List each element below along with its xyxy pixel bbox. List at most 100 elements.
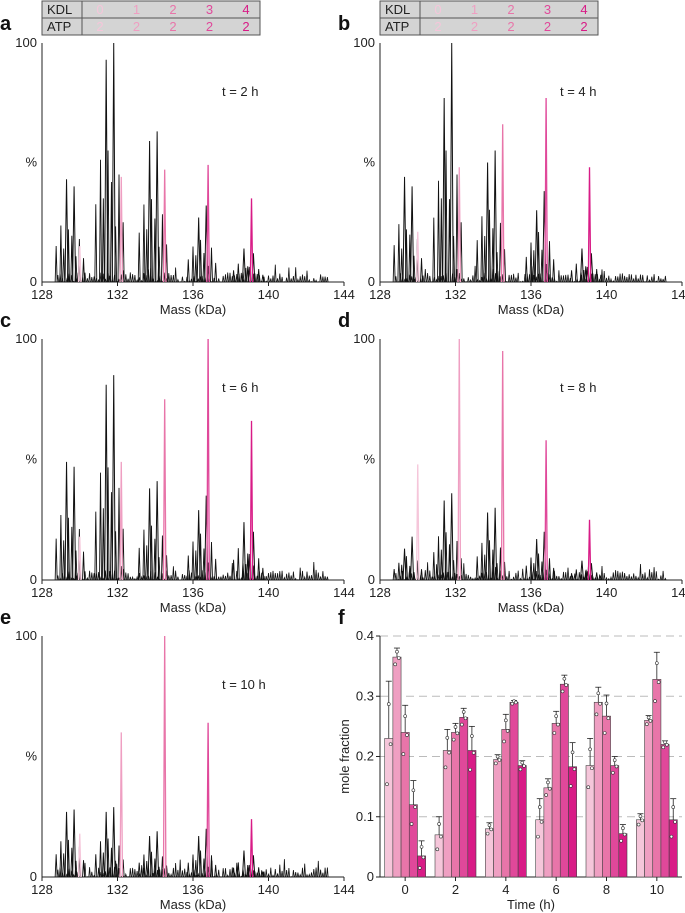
x-tick-label: 140 xyxy=(596,287,618,302)
satellite-peak xyxy=(537,553,540,581)
satellite-peak xyxy=(66,229,70,283)
y-axis-label: mole fraction xyxy=(337,719,352,793)
time-annotation: t = 6 h xyxy=(222,380,259,395)
replicate-point xyxy=(439,834,443,839)
x-tick-label: 0 xyxy=(402,882,409,897)
x-axis-label: Mass (kDa) xyxy=(160,897,226,912)
legend-value: 2 xyxy=(434,19,441,34)
x-tick-label: 128 xyxy=(31,287,53,302)
x-tick-label: 10 xyxy=(650,882,664,897)
satellite-peak xyxy=(117,174,121,283)
peak-line xyxy=(493,507,498,581)
bar-kdl-2 xyxy=(501,729,511,878)
satellite-peak xyxy=(99,159,102,283)
replicate-point xyxy=(612,758,617,762)
bar-kdl-3 xyxy=(559,683,569,878)
satellite-peak xyxy=(54,246,58,283)
satellite-peak xyxy=(194,255,198,283)
replicate-point xyxy=(435,847,440,852)
x-tick-label: 144 xyxy=(671,585,685,600)
replicate-point xyxy=(502,739,506,744)
panel-letter: e xyxy=(0,607,11,629)
satellite-peak xyxy=(432,217,436,283)
y-tick-label: % xyxy=(363,452,375,467)
satellite-peak xyxy=(101,852,105,878)
replicate-point xyxy=(640,818,645,823)
peak-species-kdl-0 xyxy=(77,246,82,283)
replicate-point xyxy=(405,733,409,737)
satellite-peak xyxy=(599,274,603,283)
satellite-peak xyxy=(145,545,149,581)
peak-line xyxy=(64,461,69,581)
peak-line xyxy=(579,248,584,283)
x-tick-label: 136 xyxy=(520,585,542,600)
replicate-point xyxy=(520,760,525,765)
peak-species-kdl-4 xyxy=(249,198,254,283)
y-tick-label: 100 xyxy=(15,35,37,50)
bar-kdl-1 xyxy=(392,656,402,878)
satellite-peak xyxy=(257,269,261,283)
peak-species-kdl-0 xyxy=(415,464,420,581)
legend-value: 1 xyxy=(133,2,140,17)
replicate-point xyxy=(636,822,641,827)
satellite-peak xyxy=(82,551,85,581)
x-tick-label: 144 xyxy=(333,882,355,897)
replicate-point xyxy=(401,752,406,756)
replicate-point xyxy=(560,689,565,694)
replicate-point xyxy=(451,737,456,742)
satellite-peak xyxy=(199,850,202,878)
satellite-peak xyxy=(397,562,401,581)
satellite-peak xyxy=(261,871,265,878)
satellite-peak xyxy=(439,198,443,283)
satellite-peak xyxy=(66,839,70,878)
x-tick-label: 6 xyxy=(553,882,560,897)
bar-kdl-4 xyxy=(417,855,426,878)
replicate-point xyxy=(514,700,518,705)
peak-species-kdl-3 xyxy=(206,338,210,581)
replicate-point xyxy=(568,784,573,788)
y-tick-label: % xyxy=(25,452,37,467)
replicate-point xyxy=(510,701,515,706)
replicate-point xyxy=(588,747,592,752)
replicate-point xyxy=(544,793,548,797)
bar-kdl-1 xyxy=(442,750,452,878)
peak-line xyxy=(449,493,454,581)
legend-value: 3 xyxy=(206,2,213,17)
legend-value: 2 xyxy=(169,19,176,34)
peak-species-kdl-1 xyxy=(119,176,124,283)
satellite-peak xyxy=(214,262,218,283)
satellite-peak xyxy=(191,854,195,878)
y-tick-label: 0.1 xyxy=(356,809,374,824)
time-annotation: t = 10 h xyxy=(222,677,266,692)
satellite-peak xyxy=(232,867,236,878)
replicate-point xyxy=(596,691,601,696)
replicate-point xyxy=(606,716,611,721)
x-tick-label: 128 xyxy=(31,882,53,897)
replicate-point xyxy=(619,839,623,843)
satellite-peak xyxy=(570,270,574,283)
peak-line xyxy=(147,140,152,283)
peak-line xyxy=(241,248,246,283)
replicate-point xyxy=(518,767,523,772)
satellite-peak xyxy=(106,467,110,581)
satellite-peak xyxy=(186,862,190,878)
satellite-peak xyxy=(480,216,484,283)
x-tick-label: 136 xyxy=(520,287,542,302)
y-tick-label: 0 xyxy=(368,274,375,289)
replicate-point xyxy=(554,714,558,718)
satellite-peak xyxy=(584,266,588,283)
x-tick-label: 128 xyxy=(369,585,391,600)
peak-line xyxy=(402,176,407,283)
replicate-point xyxy=(395,649,399,654)
satellite-peak xyxy=(475,556,479,581)
y-tick-label: 100 xyxy=(15,331,37,346)
x-tick-label: 128 xyxy=(369,287,391,302)
replicate-point xyxy=(648,719,653,723)
legend-value: 1 xyxy=(471,2,478,17)
satellite-peak xyxy=(150,199,153,283)
satellite-peak xyxy=(137,547,141,581)
y-tick-label: 0 xyxy=(30,869,37,884)
legend-value: 2 xyxy=(544,19,551,34)
replicate-point xyxy=(460,722,464,727)
satellite-peak xyxy=(54,854,58,878)
